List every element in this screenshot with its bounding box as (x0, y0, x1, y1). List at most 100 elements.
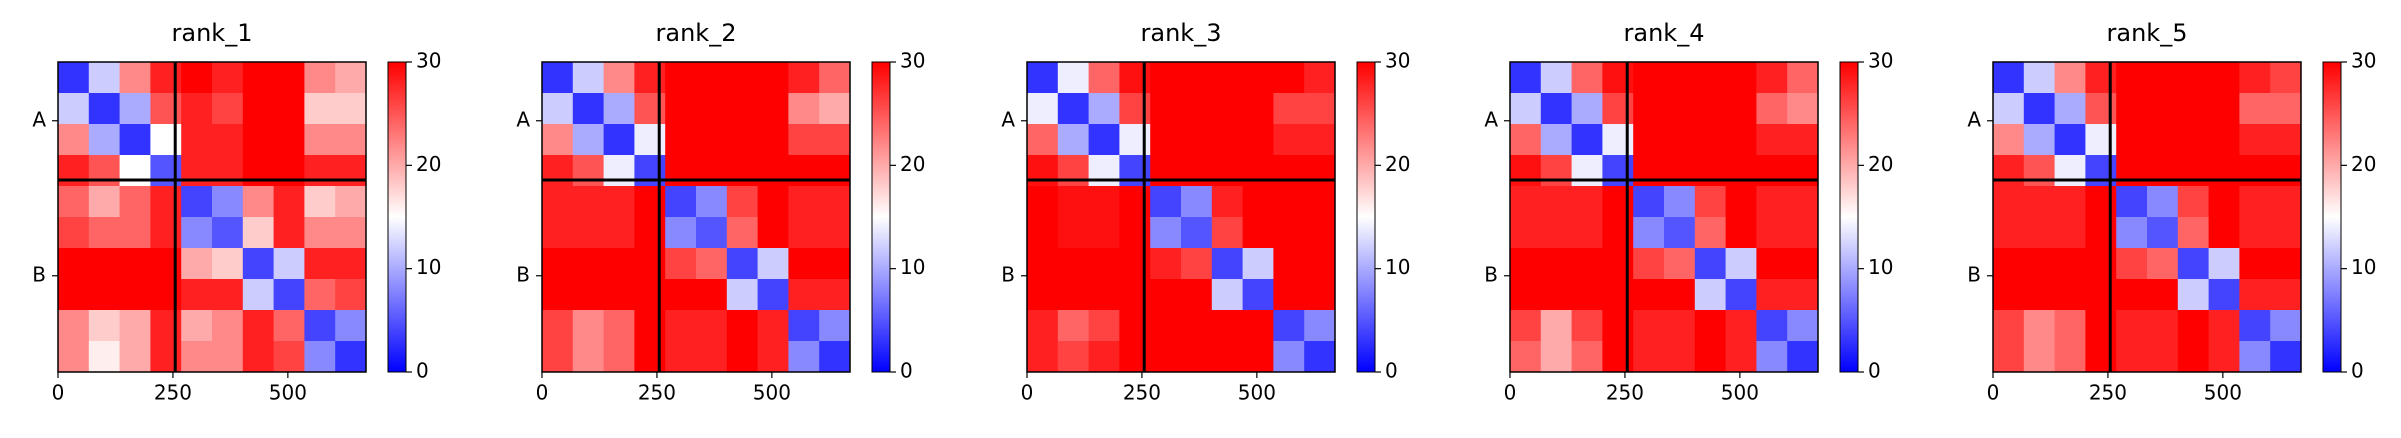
heatmap-cell (1571, 62, 1603, 94)
heatmap-cell (665, 62, 697, 94)
heatmap-cell (1694, 310, 1727, 342)
heatmap-cell (603, 93, 635, 125)
heatmap-cell (1510, 310, 1542, 342)
heatmap-cell (1150, 279, 1182, 311)
heatmap-cell (273, 248, 305, 280)
heatmap-cell (119, 310, 151, 342)
heatmap-cell (2177, 248, 2210, 280)
heatmap-cell (1633, 62, 1665, 94)
heatmap-cell (150, 217, 182, 249)
heatmap-cell (1027, 341, 1059, 373)
heatmap-cell (2054, 279, 2086, 311)
heatmap-cell (1510, 248, 1542, 280)
heatmap-cell (542, 93, 574, 125)
heatmap-cell (1571, 341, 1603, 373)
heatmap-cell (2054, 62, 2086, 94)
heatmap-cell (2023, 62, 2056, 94)
heatmap-cell (634, 341, 666, 373)
heatmap-cell (2208, 124, 2240, 156)
heatmap-cell (2239, 93, 2271, 125)
heatmap-cell (665, 93, 697, 125)
heatmap-cell (119, 341, 151, 373)
heatmap-cell (726, 186, 759, 218)
heatmap-cell (335, 93, 367, 125)
heatmap-cell (1242, 155, 1274, 187)
heatmap-cell (1304, 62, 1336, 94)
heatmap-cell (1273, 310, 1305, 342)
x-tick-label: 250 (154, 381, 192, 405)
heatmap-cell (1571, 186, 1603, 218)
heatmap-cell (1119, 217, 1151, 249)
heatmap-cell (1057, 93, 1090, 125)
heatmap-cell (1057, 248, 1090, 280)
heatmap-cell (665, 341, 697, 373)
colorbar-tick-label: 10 (2351, 255, 2376, 279)
heatmap-cell (603, 124, 635, 156)
heatmap-cell (726, 341, 759, 373)
heatmap-cell (212, 217, 244, 249)
y-tick-label: B (32, 262, 46, 286)
y-tick-label: A (516, 107, 530, 131)
heatmap-cell (2208, 310, 2240, 342)
colorbar-tick-label: 20 (900, 152, 925, 176)
heatmap-cell (1571, 217, 1603, 249)
heatmap-cell (181, 124, 213, 156)
heatmap-cell (757, 124, 789, 156)
x-tick-label: 250 (2089, 381, 2127, 405)
heatmap-cell (2208, 186, 2240, 218)
heatmap-cell (1510, 186, 1542, 218)
heatmap-cell (273, 310, 305, 342)
heatmap-cell (2239, 279, 2271, 311)
heatmap-cell (1993, 341, 2025, 373)
heatmap-cell (212, 186, 244, 218)
heatmap-cell (1088, 341, 1120, 373)
heatmap-cell (150, 186, 182, 218)
heatmap-cell (304, 124, 336, 156)
heatmap-cell (1119, 248, 1151, 280)
heatmap-cell (1119, 279, 1151, 311)
heatmap-cell (1571, 248, 1603, 280)
heatmap-cell (603, 186, 635, 218)
heatmap-cell (1211, 93, 1244, 125)
heatmap-cell (2177, 93, 2210, 125)
heatmap-cell (58, 155, 90, 187)
heatmap-cell (1540, 155, 1573, 187)
heatmap-cell (1088, 248, 1120, 280)
colorbar-tick-label: 10 (1868, 255, 1893, 279)
heatmap-cell (1211, 155, 1244, 187)
heatmap-cell (634, 155, 666, 187)
heatmap-cell (1242, 186, 1274, 218)
heatmap-cell (2023, 93, 2056, 125)
heatmap-cell (335, 62, 367, 94)
heatmap-cell (726, 248, 759, 280)
heatmap-cell (1211, 217, 1244, 249)
heatmap-cell (1571, 124, 1603, 156)
heatmap-cell (819, 155, 851, 187)
heatmap-cell (1664, 124, 1696, 156)
heatmap-cell (1540, 279, 1573, 311)
heatmap-cell (1602, 248, 1634, 280)
heatmap-cell (1540, 62, 1573, 94)
heatmap-cell (819, 93, 851, 125)
heatmap-cell (665, 248, 697, 280)
heatmap-cell (696, 341, 728, 373)
heatmap-cell (1993, 217, 2025, 249)
heatmap-cell (788, 341, 820, 373)
heatmap-cell (665, 279, 697, 311)
heatmap-cell (1993, 93, 2025, 125)
heatmap-cell (572, 186, 605, 218)
heatmap-cell (2147, 341, 2179, 373)
heatmap-cell (2023, 124, 2056, 156)
heatmap-cell (665, 186, 697, 218)
heatmap-cell (1304, 93, 1336, 125)
heatmap-cell (2270, 310, 2302, 342)
heatmap-cell (273, 341, 305, 373)
heatmap-cell (1725, 279, 1757, 311)
colorbar-tick-label: 0 (2351, 359, 2364, 383)
heatmap-cell (2023, 341, 2056, 373)
axes-frame (57, 61, 367, 373)
heatmap-cell (2116, 124, 2148, 156)
heatmap-cell (2177, 124, 2210, 156)
heatmap-cell (819, 248, 851, 280)
heatmap-cell (696, 62, 728, 94)
